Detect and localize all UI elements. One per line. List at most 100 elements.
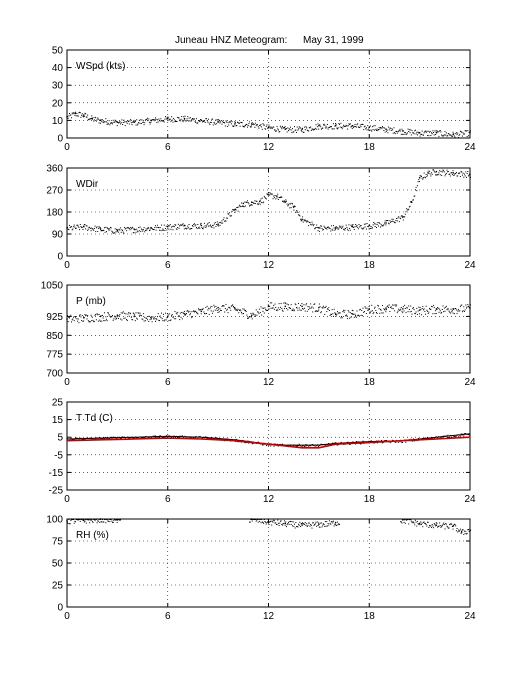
data-point: [68, 229, 70, 231]
data-point: [101, 320, 103, 322]
data-point: [389, 310, 391, 312]
data-point: [405, 312, 407, 314]
data-point: [100, 119, 102, 121]
data-point: [221, 305, 223, 307]
data-point: [149, 123, 151, 125]
data-point: [318, 303, 320, 305]
data-point: [360, 225, 362, 227]
data-point: [308, 522, 310, 524]
data-point: [152, 228, 154, 230]
data-point: [330, 443, 332, 445]
data-point: [91, 320, 93, 322]
data-point: [80, 519, 82, 520]
data-point: [451, 311, 453, 313]
x-tick-label: 18: [364, 611, 376, 622]
data-point: [302, 444, 304, 446]
data-point: [341, 317, 343, 319]
data-point: [183, 119, 185, 121]
data-point: [349, 124, 351, 126]
data-point: [89, 228, 91, 230]
data-point: [262, 310, 264, 312]
data-point: [88, 119, 90, 121]
data-point: [351, 313, 353, 315]
data-point: [439, 174, 441, 176]
data-point: [430, 134, 432, 136]
data-point: [347, 128, 349, 130]
data-point: [224, 311, 226, 313]
data-point: [439, 310, 441, 312]
data-point: [160, 317, 162, 319]
data-point: [245, 201, 247, 203]
data-point: [90, 230, 92, 232]
data-point: [199, 121, 201, 123]
data-point: [429, 170, 431, 172]
data-point: [352, 125, 354, 127]
data-point: [83, 320, 85, 322]
data-point: [418, 523, 420, 525]
y-tick-label: 360: [46, 164, 63, 175]
data-point: [419, 306, 421, 308]
data-point: [235, 209, 237, 211]
data-point: [281, 443, 283, 445]
data-point: [440, 131, 442, 133]
data-point: [74, 438, 76, 440]
data-point: [187, 225, 189, 227]
data-point: [319, 124, 321, 126]
data-point: [163, 229, 165, 231]
data-point: [336, 127, 338, 129]
data-point: [195, 312, 197, 314]
data-point: [367, 226, 369, 228]
data-point: [234, 122, 236, 124]
data-point: [93, 120, 95, 122]
data-point: [140, 231, 142, 233]
data-point: [183, 117, 186, 120]
data-point: [144, 316, 146, 318]
data-point: [273, 520, 275, 522]
data-point: [259, 308, 261, 310]
data-point: [451, 310, 453, 312]
data-point: [91, 227, 93, 229]
data-point: [450, 523, 452, 525]
data-point: [103, 521, 105, 523]
data-point: [399, 309, 401, 311]
data-point: [373, 223, 375, 225]
data-point: [279, 520, 281, 522]
data-point: [196, 228, 198, 230]
data-point: [244, 309, 246, 311]
data-point: [107, 312, 109, 314]
data-point: [138, 312, 140, 314]
data-point: [220, 309, 222, 311]
data-point: [429, 173, 431, 175]
data-point: [146, 119, 148, 121]
data-point: [209, 437, 211, 439]
data-point: [343, 228, 345, 230]
data-point: [454, 524, 456, 526]
data-point: [119, 438, 121, 440]
data-point: [427, 170, 429, 172]
data-point: [254, 200, 256, 202]
data-point: [257, 126, 259, 128]
data-point: [289, 521, 291, 523]
data-point: [422, 521, 424, 523]
data-point: [165, 227, 167, 229]
data-point: [342, 225, 344, 227]
data-point: [115, 318, 117, 320]
data-point: [389, 220, 391, 222]
data-point: [288, 203, 290, 205]
data-point: [77, 318, 79, 320]
data-point: [441, 525, 443, 527]
data-point: [196, 436, 198, 438]
data-point: [182, 435, 184, 437]
data-point: [411, 130, 413, 132]
data-point: [314, 524, 316, 526]
data-point: [433, 169, 435, 171]
data-point: [435, 524, 438, 526]
data-point: [447, 527, 449, 529]
data-point: [216, 437, 218, 439]
data-point: [215, 437, 217, 439]
data-point: [312, 307, 314, 309]
data-point: [402, 216, 404, 218]
data-point: [253, 202, 255, 204]
data-point: [134, 229, 136, 231]
data-point: [196, 122, 198, 124]
